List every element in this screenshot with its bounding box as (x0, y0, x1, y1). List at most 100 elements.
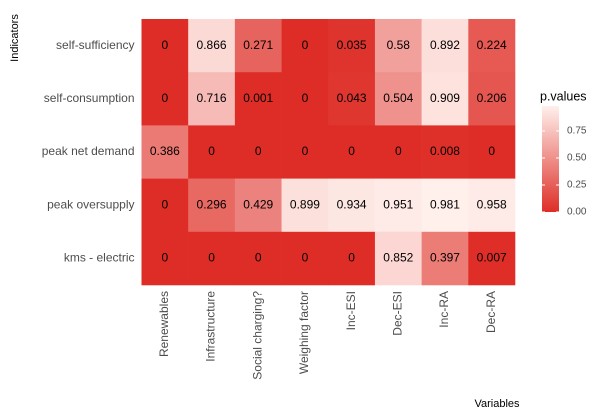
cell-label: 0 (162, 197, 169, 211)
x-tick-label: Dec-ESI (390, 291, 404, 336)
tile (141, 125, 189, 179)
cell-label: 0 (162, 38, 169, 52)
tile (374, 19, 422, 73)
x-tick-label: Social charging? (250, 291, 264, 380)
tile (374, 178, 422, 233)
tile (281, 231, 329, 286)
cell-label: 0 (255, 251, 262, 265)
tile (188, 231, 236, 286)
cell-label: 0.043 (337, 91, 367, 105)
y-tick-label: self-sufficiency (56, 38, 134, 52)
legend-tick-label: 0.25 (567, 180, 587, 191)
cell-label: 0.386 (150, 144, 180, 158)
x-tick-label: Dec-RA (484, 291, 498, 333)
tile (141, 231, 189, 286)
cell-label: 0.001 (243, 91, 273, 105)
tile (234, 19, 282, 73)
tile (188, 125, 236, 179)
x-tick-label: Infrastructure (204, 291, 218, 362)
tile (188, 19, 236, 73)
tile (328, 125, 376, 179)
legend-tick-label: 0.50 (567, 153, 587, 164)
cell-label: 0 (395, 144, 402, 158)
tile (234, 125, 282, 179)
cell-label: 0.866 (197, 38, 227, 52)
cell-label: 0.035 (337, 38, 367, 52)
cell-label: 0 (348, 144, 355, 158)
tile (188, 72, 236, 126)
cell-label: 0 (208, 144, 215, 158)
cell-label: 0 (302, 91, 309, 105)
tile (328, 178, 376, 233)
tile (141, 19, 189, 73)
cell-label: 0.224 (477, 38, 507, 52)
tile (468, 72, 516, 126)
legend-title: p.values (540, 89, 587, 103)
y-tick-label: self-consumption (44, 91, 135, 105)
cell-label: 0.899 (290, 197, 320, 211)
cell-label: 0 (302, 38, 309, 52)
tile (281, 178, 329, 233)
y-axis-title: Indicators (9, 14, 21, 62)
tile (468, 125, 516, 179)
y-tick-label: kms - electric (64, 251, 135, 265)
tile (281, 72, 329, 126)
cell-label: 0 (488, 144, 495, 158)
cell-label: 0.951 (383, 197, 413, 211)
cell-label: 0 (162, 91, 169, 105)
cell-label: 0.934 (337, 197, 367, 211)
tile (374, 231, 422, 286)
tile (234, 72, 282, 126)
cell-label: 0 (302, 251, 309, 265)
cell-label: 0.008 (430, 144, 460, 158)
legend-tick-label: 0.75 (567, 126, 587, 137)
tile (421, 178, 469, 233)
tile (141, 178, 189, 233)
tile (281, 19, 329, 73)
y-tick-label: peak oversupply (47, 197, 134, 211)
x-tick-label: Renewables (157, 291, 171, 357)
tile (468, 178, 516, 233)
cell-label: 0.271 (243, 38, 273, 52)
x-tick-label: Weighing factor (297, 291, 311, 374)
tile (234, 231, 282, 286)
cell-label: 0.981 (430, 197, 460, 211)
x-tick-label: Inc-RA (437, 291, 451, 328)
x-axis-title: Variables (474, 398, 520, 410)
cell-label: 0.958 (477, 197, 507, 211)
cell-label: 0.007 (477, 251, 507, 265)
cell-label: 0.58 (387, 38, 411, 52)
tile (374, 72, 422, 126)
tile (234, 178, 282, 233)
tile (421, 231, 469, 286)
cell-label: 0 (162, 251, 169, 265)
tile (328, 231, 376, 286)
cell-label: 0.892 (430, 38, 460, 52)
tile (281, 125, 329, 179)
tile (468, 231, 516, 286)
tile (328, 19, 376, 73)
cell-label: 0.716 (197, 91, 227, 105)
cell-label: 0.429 (243, 197, 273, 211)
tile (188, 178, 236, 233)
cell-label: 0.296 (197, 197, 227, 211)
tile (421, 125, 469, 179)
cell-label: 0 (348, 251, 355, 265)
tile (421, 19, 469, 73)
legend-bar (542, 106, 559, 212)
cell-label: 0.909 (430, 91, 460, 105)
y-tick-label: peak net demand (42, 144, 135, 158)
cell-label: 0 (208, 251, 215, 265)
cell-label: 0.397 (430, 251, 460, 265)
tile (141, 72, 189, 126)
cell-label: 0.852 (383, 251, 413, 265)
cell-label: 0.504 (383, 91, 413, 105)
cell-label: 0 (255, 144, 262, 158)
cell-label: 0 (302, 144, 309, 158)
legend-tick-label: 0.00 (567, 207, 587, 218)
tile (374, 125, 422, 179)
tile (468, 19, 516, 73)
tile (421, 72, 469, 126)
x-tick-label: Inc-ESI (344, 291, 358, 330)
